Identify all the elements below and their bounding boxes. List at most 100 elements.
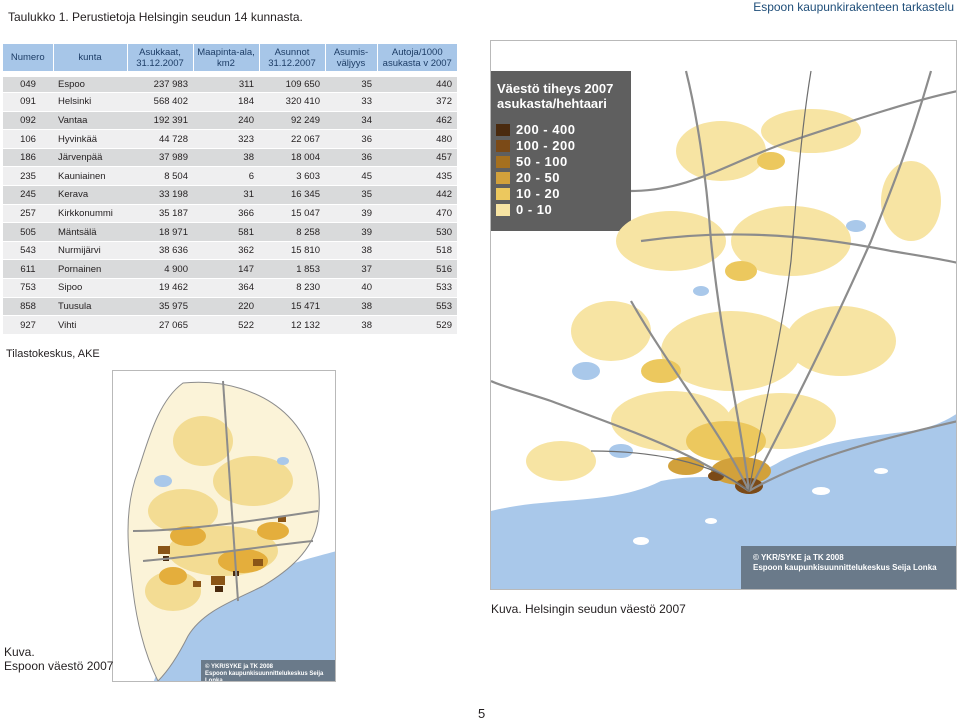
legend-title-line-2: asukasta/hehtaari <box>497 96 607 111</box>
table-row: 505 Mäntsälä 18 971 581 8 258 39 530 <box>3 222 457 242</box>
legend-swatch <box>496 203 510 216</box>
cell-residents: 237 983 <box>127 73 193 93</box>
espoo-population-map: © YKR/SYKE ja TK 2008 Espoon kaupunkisuu… <box>112 370 336 682</box>
cell-dwellings: 15 810 <box>259 240 325 260</box>
cell-municipality: Järvenpää <box>53 147 127 167</box>
cell-residents: 568 402 <box>127 92 193 112</box>
cell-number: 092 <box>3 110 53 130</box>
cell-municipality: Kirkkonummi <box>53 203 127 223</box>
cell-land-area: 581 <box>193 222 259 242</box>
cell-housing-space: 40 <box>325 278 377 298</box>
cell-residents: 35 187 <box>127 203 193 223</box>
cell-dwellings: 15 047 <box>259 203 325 223</box>
cell-cars: 440 <box>377 73 457 93</box>
cell-residents: 192 391 <box>127 110 193 130</box>
cell-land-area: 311 <box>193 73 259 93</box>
cell-residents: 35 975 <box>127 296 193 316</box>
cell-cars: 462 <box>377 110 457 130</box>
cell-land-area: 362 <box>193 240 259 260</box>
cell-land-area: 323 <box>193 129 259 149</box>
cell-cars: 516 <box>377 259 457 279</box>
cell-housing-space: 36 <box>325 147 377 167</box>
cell-dwellings: 8 258 <box>259 222 325 242</box>
cell-housing-space: 45 <box>325 166 377 186</box>
cell-residents: 38 636 <box>127 240 193 260</box>
cell-housing-space: 37 <box>325 259 377 279</box>
legend-swatch <box>496 155 510 168</box>
legend-item: 200 - 400 <box>496 122 575 137</box>
legend-label: 20 - 50 <box>516 170 560 185</box>
espoo-map-caption: Kuva. Espoon väestö 2007 <box>4 645 113 673</box>
cell-number: 091 <box>3 92 53 112</box>
legend-title-line-1: Väestö tiheys 2007 <box>497 81 614 96</box>
legend-item: 50 - 100 <box>496 154 568 169</box>
cell-number: 505 <box>3 222 53 242</box>
cell-number: 186 <box>3 147 53 167</box>
cell-municipality: Espoo <box>53 73 127 93</box>
cell-municipality: Pornainen <box>53 259 127 279</box>
cell-cars: 480 <box>377 129 457 149</box>
espoo-map-graphic <box>113 371 335 681</box>
cell-residents: 44 728 <box>127 129 193 149</box>
legend-item: 10 - 20 <box>496 186 560 201</box>
legend-swatch <box>496 171 510 184</box>
legend-item: 0 - 10 <box>496 202 552 217</box>
cell-residents: 27 065 <box>127 315 193 335</box>
legend-swatch <box>496 139 510 152</box>
cell-dwellings: 1 853 <box>259 259 325 279</box>
cell-dwellings: 92 249 <box>259 110 325 130</box>
region-credit-line-2: Espoon kaupunkisuunnittelukeskus Seija L… <box>753 563 937 572</box>
cell-municipality: Kauniainen <box>53 166 127 186</box>
density-legend-title: Väestö tiheys 2007 asukasta/hehtaari <box>497 81 613 111</box>
cell-cars: 372 <box>377 92 457 112</box>
cell-housing-space: 36 <box>325 129 377 149</box>
cell-residents: 8 504 <box>127 166 193 186</box>
page-title: Taulukko 1. Perustietoja Helsingin seudu… <box>8 10 303 24</box>
cell-cars: 435 <box>377 166 457 186</box>
cell-cars: 533 <box>377 278 457 298</box>
col-header-land-area: Maapinta-ala, km2 <box>193 44 260 74</box>
cell-land-area: 147 <box>193 259 259 279</box>
cell-residents: 4 900 <box>127 259 193 279</box>
region-density-map: Väestö tiheys 2007 asukasta/hehtaari 200… <box>490 40 957 590</box>
col-header-cars: Autoja/1000 asukasta v 2007 <box>377 44 457 74</box>
cell-number: 245 <box>3 185 53 205</box>
cell-housing-space: 38 <box>325 296 377 316</box>
cell-municipality: Hyvinkää <box>53 129 127 149</box>
col-header-residents: Asukkaat, 31.12.2007 <box>127 44 194 74</box>
legend-label: 50 - 100 <box>516 154 568 169</box>
table-header-row: Numero kunta Asukkaat, 31.12.2007 Maapin… <box>3 44 457 74</box>
cell-residents: 33 198 <box>127 185 193 205</box>
cell-land-area: 31 <box>193 185 259 205</box>
municipality-table: Numero kunta Asukkaat, 31.12.2007 Maapin… <box>3 44 457 335</box>
cell-dwellings: 15 471 <box>259 296 325 316</box>
cell-residents: 18 971 <box>127 222 193 242</box>
cell-municipality: Vihti <box>53 315 127 335</box>
cell-cars: 442 <box>377 185 457 205</box>
legend-label: 10 - 20 <box>516 186 560 201</box>
table-row: 235 Kauniainen 8 504 6 3 603 45 435 <box>3 166 457 186</box>
cell-municipality: Mäntsälä <box>53 222 127 242</box>
cell-number: 257 <box>3 203 53 223</box>
cell-municipality: Kerava <box>53 185 127 205</box>
table-source: Tilastokeskus, AKE <box>6 348 100 360</box>
legend-item: 100 - 200 <box>496 138 575 153</box>
cell-housing-space: 39 <box>325 222 377 242</box>
col-header-dwellings: Asunnot 31.12.2007 <box>259 44 326 74</box>
cell-municipality: Tuusula <box>53 296 127 316</box>
table-row: 858 Tuusula 35 975 220 15 471 38 553 <box>3 296 457 316</box>
table-row: 257 Kirkkonummi 35 187 366 15 047 39 470 <box>3 203 457 223</box>
table-row: 049 Espoo 237 983 311 109 650 35 440 <box>3 73 457 93</box>
table-row: 543 Nurmijärvi 38 636 362 15 810 38 518 <box>3 240 457 260</box>
espoo-map-credit: © YKR/SYKE ja TK 2008 Espoon kaupunkisuu… <box>205 664 335 681</box>
espoo-caption-line-1: Kuva. <box>4 645 35 659</box>
cell-number: 543 <box>3 240 53 260</box>
cell-dwellings: 12 132 <box>259 315 325 335</box>
region-map-caption: Kuva. Helsingin seudun väestö 2007 <box>491 602 686 616</box>
cell-land-area: 522 <box>193 315 259 335</box>
table-row: 092 Vantaa 192 391 240 92 249 34 462 <box>3 110 457 130</box>
page-number: 5 <box>478 706 486 720</box>
legend-item: 20 - 50 <box>496 170 560 185</box>
cell-residents: 37 989 <box>127 147 193 167</box>
cell-land-area: 220 <box>193 296 259 316</box>
